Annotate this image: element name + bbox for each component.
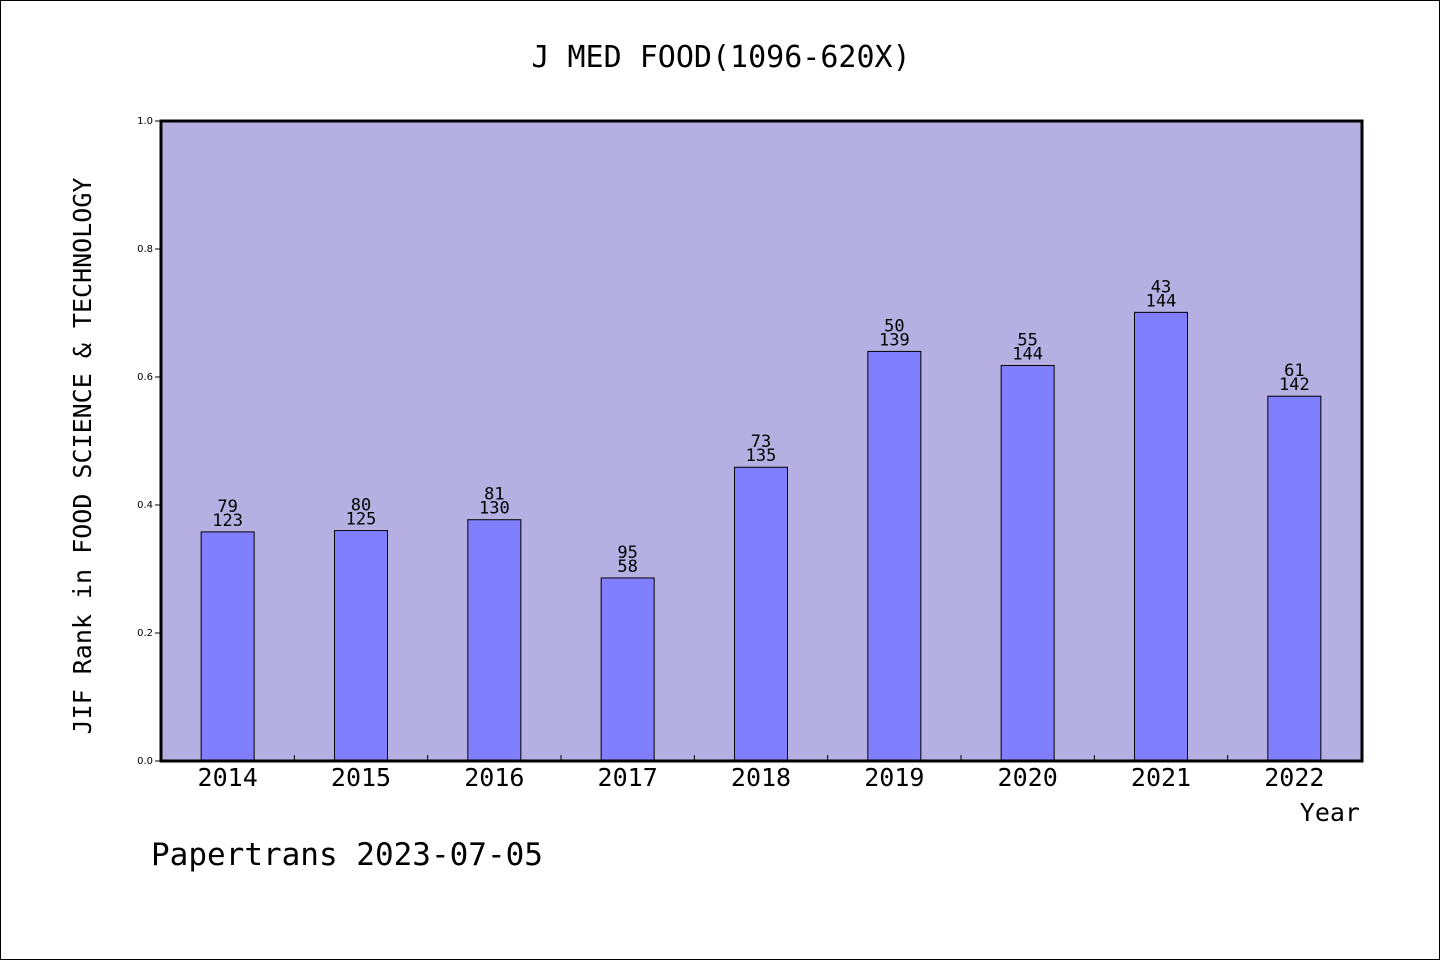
bar-rank-label: 80 bbox=[351, 496, 371, 516]
bar-rank-label: 61 bbox=[1284, 361, 1304, 381]
x-tick-label: 2019 bbox=[864, 763, 924, 792]
bar bbox=[467, 519, 522, 762]
x-tick-label: 2017 bbox=[598, 763, 658, 792]
bars-layer bbox=[200, 311, 1322, 762]
bar-total-label: 58 bbox=[617, 557, 637, 577]
bar-rank-label: 43 bbox=[1151, 277, 1171, 297]
y-tick-label: 0.8 bbox=[137, 244, 153, 255]
bar-total-label: 144 bbox=[1146, 291, 1177, 311]
x-tick-label: 2015 bbox=[331, 763, 391, 792]
y-tick-label: 1.0 bbox=[137, 116, 153, 127]
x-tick-label: 2020 bbox=[998, 763, 1058, 792]
x-tick-label: 2022 bbox=[1264, 763, 1324, 792]
bar-total-label: 142 bbox=[1279, 375, 1310, 395]
x-axis: 2014 2015 2016 2017 2018 2019 2020 2021 2022 bbox=[198, 755, 1324, 792]
y-tick-label: 0.2 bbox=[137, 628, 153, 639]
x-axis-label: Year bbox=[1300, 798, 1360, 827]
bar-total-label: 123 bbox=[212, 511, 243, 531]
plot-border bbox=[159, 119, 1364, 763]
bar bbox=[1134, 311, 1188, 762]
bar-total-label: 144 bbox=[1012, 344, 1043, 364]
bar bbox=[734, 466, 788, 762]
bar bbox=[334, 530, 388, 762]
x-tick-label: 2018 bbox=[731, 763, 791, 792]
x-tick-label: 2014 bbox=[198, 763, 258, 792]
bar-total-label: 125 bbox=[346, 510, 377, 530]
y-axis: 0.0 0.2 0.4 0.6 0.8 1.0 bbox=[137, 116, 161, 767]
bar bbox=[867, 350, 922, 762]
y-tick-label: 0.4 bbox=[137, 500, 153, 511]
chart-title: J MED FOOD(1096-620X) bbox=[531, 40, 910, 75]
y-tick-label: 0.6 bbox=[137, 372, 153, 383]
bar-rank-label: 79 bbox=[217, 497, 237, 517]
y-axis-label: JIF Rank in FOOD SCIENCE & TECHNOLOGY bbox=[68, 178, 97, 735]
bar-total-label: 135 bbox=[746, 446, 777, 466]
bar-total-label: 139 bbox=[879, 330, 910, 350]
bar-rank-label: 95 bbox=[617, 543, 637, 563]
bar-rank-label: 81 bbox=[484, 485, 504, 505]
bar bbox=[600, 577, 655, 762]
x-tick-label: 2016 bbox=[464, 763, 524, 792]
bar bbox=[200, 531, 255, 762]
bar bbox=[1000, 364, 1055, 762]
bar bbox=[1267, 395, 1322, 762]
bar-rank-label: 73 bbox=[751, 432, 771, 452]
footer-watermark: Papertrans 2023-07-05 bbox=[151, 837, 543, 873]
bar-total-label: 130 bbox=[479, 499, 510, 519]
x-tick-label: 2021 bbox=[1131, 763, 1191, 792]
bar-rank-label: 50 bbox=[884, 316, 904, 336]
bar-rank-label: 55 bbox=[1017, 330, 1037, 350]
y-tick-label: 0.0 bbox=[137, 756, 153, 767]
